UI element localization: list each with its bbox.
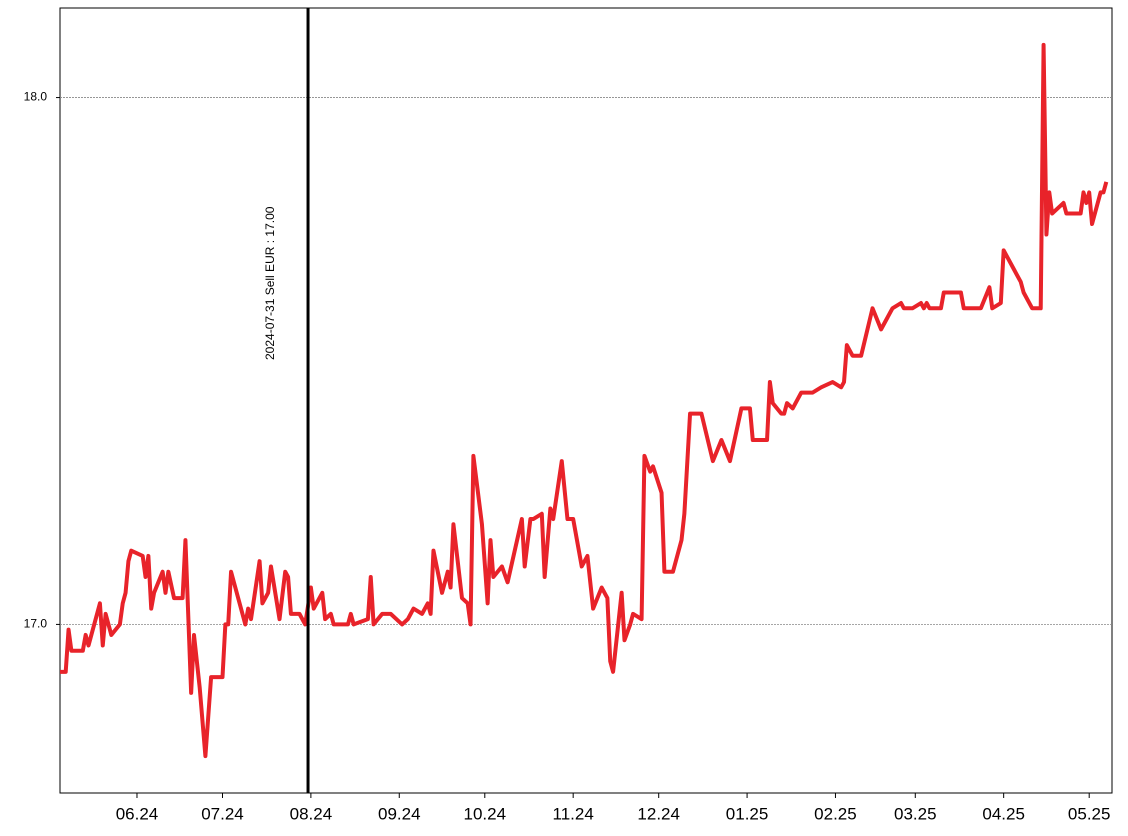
x-tick-label: 11.24 <box>553 804 594 823</box>
x-tick-label: 02.25 <box>814 804 857 823</box>
x-tick-label: 08.24 <box>290 804 333 823</box>
x-tick-label: 04.25 <box>982 804 1025 823</box>
x-tick-label: 12.24 <box>637 804 680 823</box>
x-tick-label: 03.25 <box>894 804 937 823</box>
plot-frame <box>59 7 1113 794</box>
x-tick-label: 01.25 <box>726 804 769 823</box>
x-tick-label: 06.24 <box>116 804 159 823</box>
y-tick-label: 17.0 <box>24 617 48 631</box>
x-tick-label: 09.24 <box>378 804 421 823</box>
x-tick-label: 10.24 <box>464 804 507 823</box>
x-tick-label: 07.24 <box>201 804 244 823</box>
price-line <box>60 42 1109 759</box>
annotation-label: 2024-07-31 Sell EUR : 17.00 <box>263 206 277 360</box>
y-tick-label: 18.0 <box>24 90 48 104</box>
x-tick-label: 05.25 <box>1068 804 1111 823</box>
